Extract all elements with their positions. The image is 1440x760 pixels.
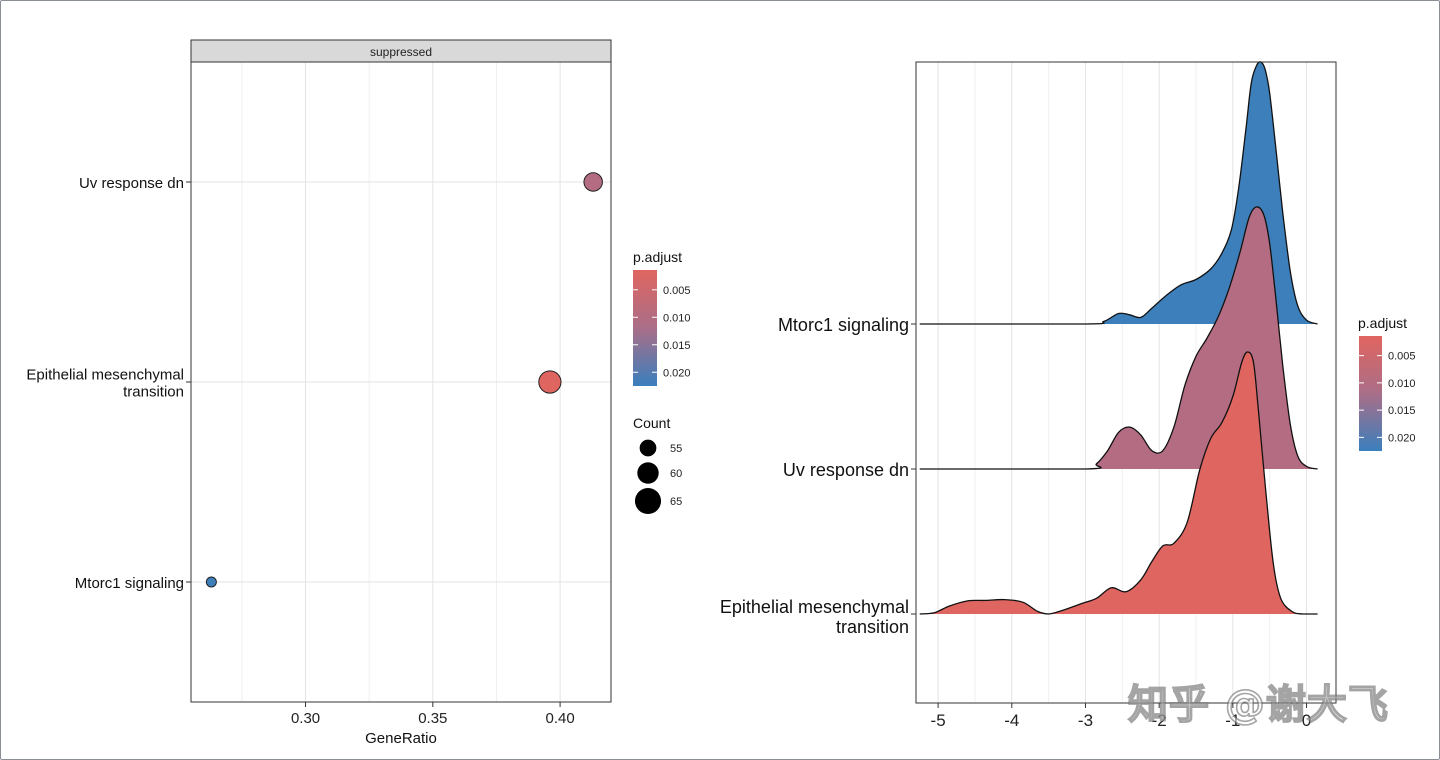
- ridge-plot-legend: p.adjust 0.005 0.010 0.015 0.020: [1358, 315, 1416, 451]
- legend-padjust-colorbar: [633, 270, 657, 386]
- ridge-plot-x-axis: -5 -4 -3 -2 -1 0: [931, 703, 1311, 730]
- dot-plot-x-axis: 0.30 0.35 0.40: [291, 702, 575, 727]
- legend-tick-label: 0.015: [663, 340, 691, 352]
- legend-tick-label: 0.005: [663, 285, 691, 297]
- legend-padjust-ticks: 0.005 0.010 0.015 0.020: [633, 285, 691, 379]
- dot-plot: suppressed Uv response dn Epithelial mese…: [26, 39, 612, 747]
- dot-point: [205, 576, 217, 588]
- legend2-tick-label: 0.010: [1388, 378, 1416, 390]
- legend-count-key: [639, 439, 657, 457]
- legend2-padjust-colorbar: [1359, 336, 1382, 451]
- dot-plot-points: [205, 172, 603, 588]
- ridge-plot: Mtorc1 signaling Uv response dn Epithelial…: [720, 61, 1337, 730]
- legend2-tick-label: 0.005: [1388, 351, 1416, 363]
- dot-point: [583, 172, 603, 192]
- ridge-plot-y-axis: Mtorc1 signaling Uv response dn Epithelial…: [720, 315, 916, 637]
- legend2-tick-label: 0.015: [1388, 405, 1416, 417]
- ridge-x-tick-label: 0: [1302, 711, 1311, 730]
- dot-y-tick-label: Epithelial mesenchymal: [26, 367, 184, 384]
- ridge-outline: [919, 61, 1318, 325]
- ridge-area: [919, 352, 1318, 614]
- legend-padjust-title: p.adjust: [633, 249, 682, 265]
- ridge-x-tick-label: -3: [1078, 711, 1093, 730]
- legend-count-label: 65: [670, 496, 682, 508]
- ridge-y-tick-label: transition: [836, 617, 909, 637]
- ridge-outline: [919, 351, 1318, 615]
- facet-strip-label: suppressed: [370, 45, 432, 59]
- ridge-y-tick-label: Mtorc1 signaling: [778, 315, 909, 335]
- ridge-x-tick-label: -5: [931, 711, 946, 730]
- dot-plot-y-axis: Uv response dn Epithelial mesenchymaltran…: [26, 175, 191, 592]
- ridge-plot-ridges: [919, 61, 1318, 615]
- ridge-x-tick-label: -1: [1225, 711, 1240, 730]
- dot-y-tick-label: transition: [123, 384, 184, 401]
- legend-count-key: [634, 487, 662, 515]
- legend-tick-label: 0.010: [663, 312, 691, 324]
- dot-y-tick-label: Uv response dn: [79, 175, 184, 192]
- watermark-text: 知乎 @谢大飞: [1127, 681, 1389, 729]
- dot-x-tick-label: 0.40: [545, 710, 574, 727]
- legend-count-label: 60: [670, 468, 682, 480]
- ridge-area: [919, 206, 1318, 469]
- ridge-plot-panel-border: [915, 61, 1337, 704]
- dot-point: [538, 370, 562, 394]
- dot-y-tick-label: Mtorc1 signaling: [75, 575, 184, 592]
- ridge-y-tick-label: Epithelial mesenchymal: [720, 597, 909, 617]
- dot-plot-legend: p.adjust 0.005 0.010 0.015 0.020 Count 55 60…: [633, 249, 691, 515]
- legend-count-keys: 55 60 65: [634, 439, 682, 515]
- ridge-x-tick-label: -4: [1004, 711, 1019, 730]
- legend2-tick-label: 0.020: [1388, 432, 1416, 444]
- ridge-outline: [919, 206, 1318, 470]
- ridge-y-tick-label: Uv response dn: [783, 460, 909, 480]
- legend2-padjust-ticks: 0.005 0.010 0.015 0.020: [1359, 351, 1416, 444]
- dot-plot-x-axis-title: GeneRatio: [365, 730, 437, 747]
- legend-count-title: Count: [633, 415, 670, 431]
- legend-tick-label: 0.020: [663, 367, 691, 379]
- legend-count-label: 55: [670, 443, 682, 455]
- ridge-x-tick-label: -2: [1152, 711, 1167, 730]
- legend-count-key: [637, 462, 659, 484]
- legend2-padjust-title: p.adjust: [1358, 315, 1407, 331]
- dot-x-tick-label: 0.30: [291, 710, 320, 727]
- dot-x-tick-label: 0.35: [418, 710, 447, 727]
